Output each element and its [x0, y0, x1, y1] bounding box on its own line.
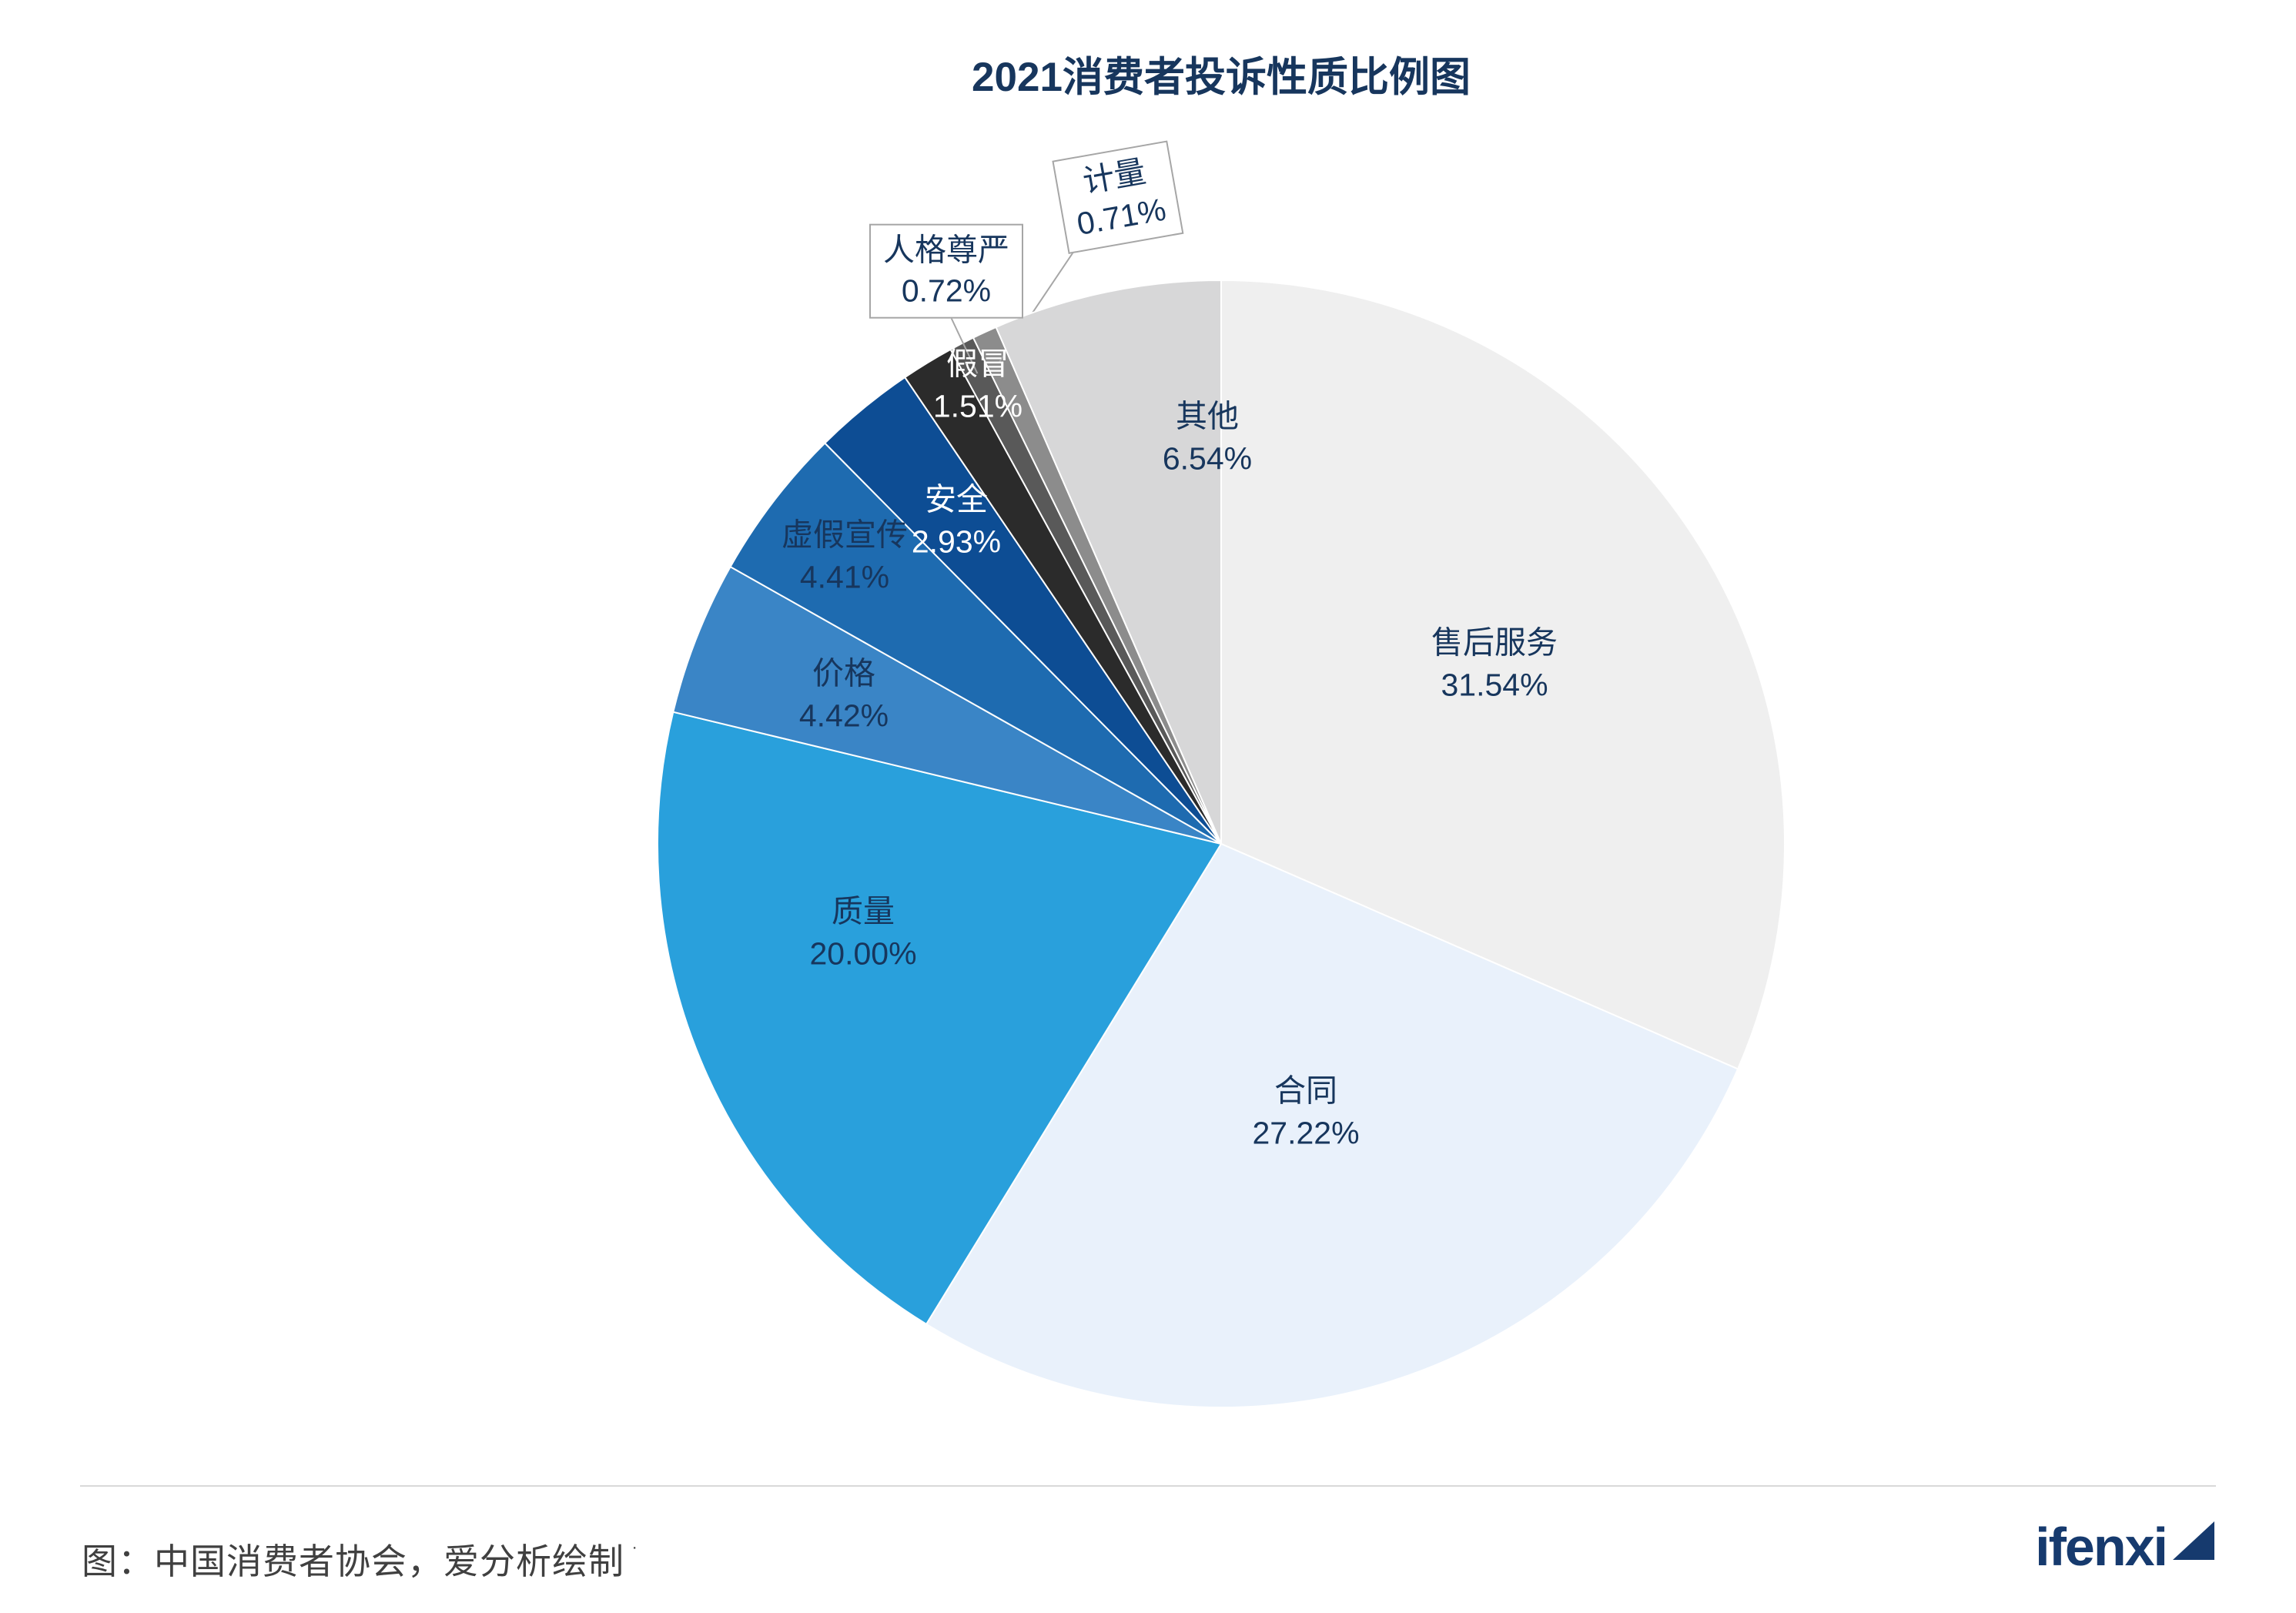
- source-note: 图：中国消费者协会，爱分析绘制 ˙: [82, 1534, 640, 1585]
- pie-slice-2: [925, 842, 1739, 1409]
- source-mark: ˙: [632, 1542, 640, 1566]
- source-text: 图：中国消费者协会，爱分析绘制: [82, 1541, 624, 1581]
- pie-slice-1: [1220, 279, 1786, 1070]
- ifenxi-logo-text: ifenxi: [2035, 1517, 2168, 1577]
- chart-title: 2021消费者投诉性质比例图: [972, 55, 1471, 100]
- callout-leader-line: [950, 316, 979, 374]
- ifenxi-logo: ifenxi: [2035, 1520, 2214, 1574]
- pie-slice-4: [672, 565, 1222, 845]
- ifenxi-logo-triangle-icon: [2173, 1521, 2214, 1560]
- footer-divider: [80, 1485, 2216, 1487]
- pie-slice-3: [657, 711, 1223, 1326]
- pie-slice-10: [995, 279, 1222, 845]
- pie-slice-5: [729, 442, 1222, 845]
